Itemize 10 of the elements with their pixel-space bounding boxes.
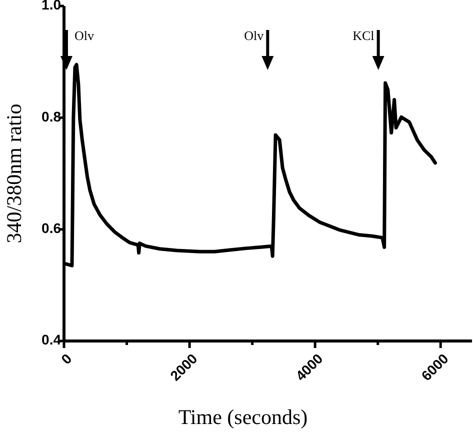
annotation: Olv [244,28,264,43]
x-tick-label: 0 [58,350,75,368]
y-tick-label: 1.0 [42,0,62,13]
y-tick-label: 0.6 [42,220,62,236]
annotation: Olv [74,28,94,43]
y-tick-label: 0.8 [42,108,62,124]
y-axis-title: 340/380nm ratio [2,104,26,244]
y-tick-label: 0.4 [42,332,62,348]
annotation: KCl [352,28,375,43]
x-axis-title: Time (seconds) [178,405,308,429]
